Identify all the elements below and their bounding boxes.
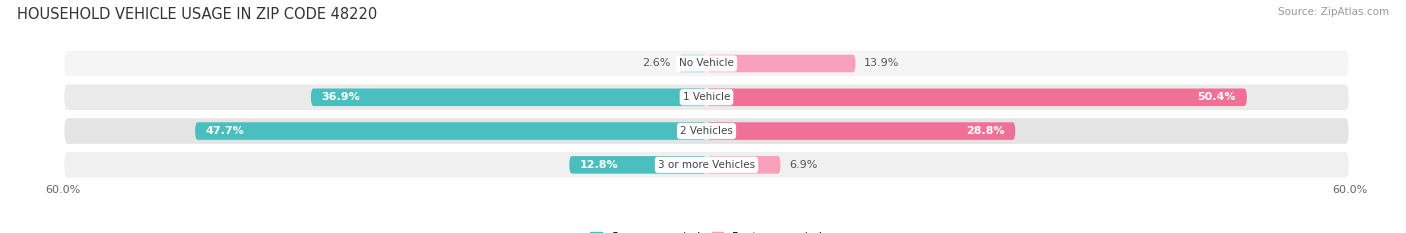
Text: 3 or more Vehicles: 3 or more Vehicles	[658, 160, 755, 170]
Text: No Vehicle: No Vehicle	[679, 58, 734, 69]
FancyBboxPatch shape	[311, 89, 707, 106]
Text: 13.9%: 13.9%	[865, 58, 900, 69]
Text: Source: ZipAtlas.com: Source: ZipAtlas.com	[1278, 7, 1389, 17]
Text: HOUSEHOLD VEHICLE USAGE IN ZIP CODE 48220: HOUSEHOLD VEHICLE USAGE IN ZIP CODE 4822…	[17, 7, 377, 22]
FancyBboxPatch shape	[707, 89, 1247, 106]
Text: 6.9%: 6.9%	[789, 160, 817, 170]
Text: 28.8%: 28.8%	[966, 126, 1004, 136]
FancyBboxPatch shape	[63, 117, 1350, 145]
FancyBboxPatch shape	[569, 156, 707, 174]
FancyBboxPatch shape	[63, 151, 1350, 179]
Legend: Owner-occupied, Renter-occupied: Owner-occupied, Renter-occupied	[586, 227, 827, 233]
Text: 2.6%: 2.6%	[641, 58, 671, 69]
Text: 2 Vehicles: 2 Vehicles	[681, 126, 733, 136]
FancyBboxPatch shape	[679, 55, 707, 72]
FancyBboxPatch shape	[63, 50, 1350, 77]
FancyBboxPatch shape	[63, 83, 1350, 111]
FancyBboxPatch shape	[707, 156, 780, 174]
Text: 1 Vehicle: 1 Vehicle	[683, 92, 730, 102]
Text: 36.9%: 36.9%	[322, 92, 360, 102]
Text: 12.8%: 12.8%	[581, 160, 619, 170]
FancyBboxPatch shape	[707, 55, 855, 72]
Text: 47.7%: 47.7%	[205, 126, 245, 136]
Text: 50.4%: 50.4%	[1198, 92, 1236, 102]
FancyBboxPatch shape	[707, 122, 1015, 140]
FancyBboxPatch shape	[195, 122, 707, 140]
